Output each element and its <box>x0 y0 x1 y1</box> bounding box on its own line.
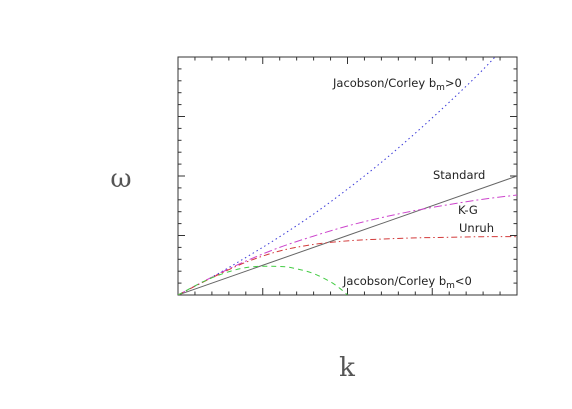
label-suffix: <0 <box>455 274 472 288</box>
y-axis-label: ω <box>110 164 131 194</box>
series-line-jc_neg <box>178 265 348 295</box>
label-text: Unruh <box>459 221 494 235</box>
series-layer <box>178 57 517 295</box>
subscript: m <box>446 281 455 291</box>
label-text: Jacobson/Corley b <box>342 274 446 288</box>
series-label-jc_pos: Jacobson/Corley bm>0 <box>332 76 462 93</box>
series-label-jc_neg: Jacobson/Corley bm<0 <box>342 274 472 291</box>
series-line-jc_pos <box>178 57 496 295</box>
label-suffix: >0 <box>445 76 462 90</box>
label-text: Jacobson/Corley b <box>332 76 436 90</box>
series-label-kg: K-G <box>458 203 478 217</box>
subscript: m <box>436 83 445 93</box>
series-label-unruh: Unruh <box>459 221 494 235</box>
x-axis-label: k <box>339 353 355 383</box>
series-label-standard: Standard <box>433 168 485 182</box>
curve-labels: Jacobson/Corley bm>0StandardK-GUnruhJaco… <box>332 76 494 291</box>
label-text: Standard <box>433 168 485 182</box>
series-line-unruh <box>178 236 517 295</box>
label-text: K-G <box>458 203 478 217</box>
series-line-standard <box>178 175 517 295</box>
series-line-kg <box>178 194 517 295</box>
